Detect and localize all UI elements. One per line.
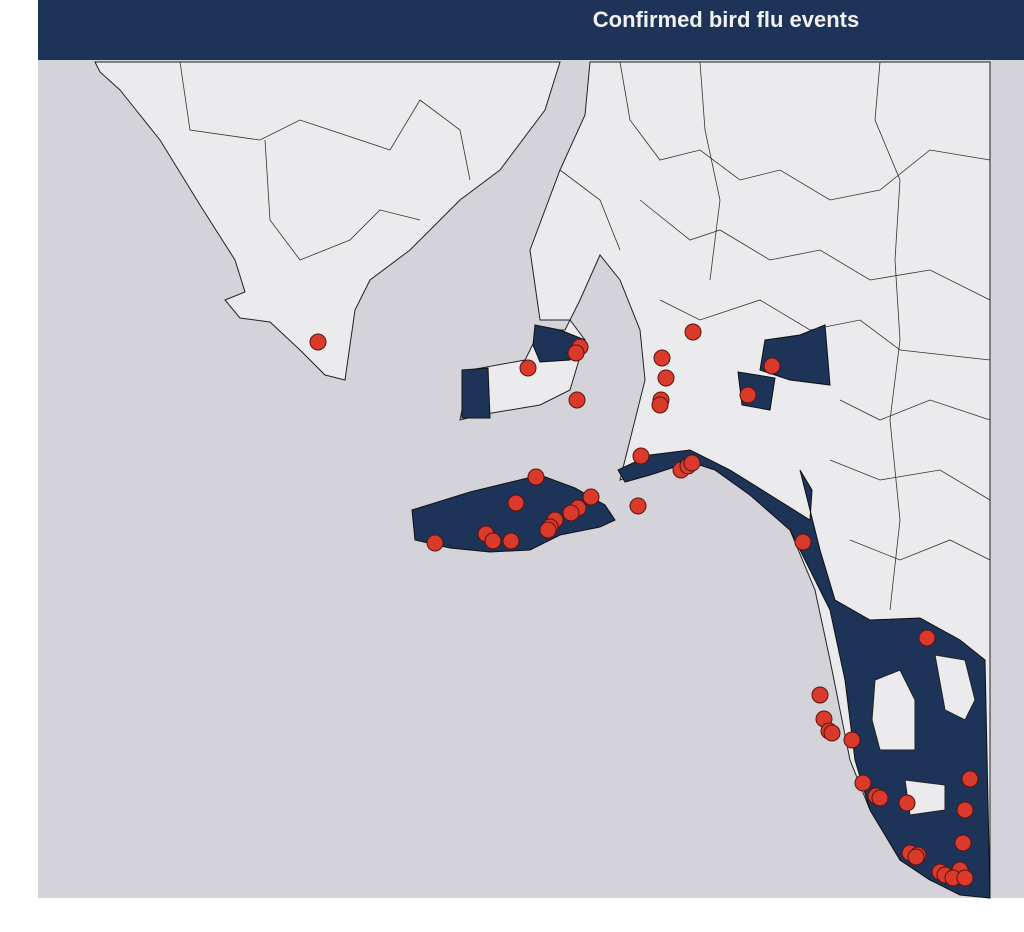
- event-marker: [502, 532, 520, 550]
- event-marker: [653, 349, 671, 367]
- region-unaffected: [871, 669, 916, 751]
- event-marker: [823, 724, 841, 742]
- event-marker: [632, 447, 650, 465]
- event-marker: [562, 504, 580, 522]
- boundary: [559, 169, 621, 251]
- event-marker: [568, 391, 586, 409]
- event-marker: [567, 344, 585, 362]
- boundary: [849, 539, 991, 561]
- event-marker: [539, 521, 557, 539]
- land-west: [94, 61, 561, 381]
- event-marker: [309, 333, 327, 351]
- event-marker: [907, 848, 925, 866]
- header-bar: [38, 0, 1024, 60]
- event-marker: [507, 494, 525, 512]
- region-affected: [617, 449, 991, 899]
- boundary: [699, 61, 721, 281]
- event-marker: [582, 488, 600, 506]
- event-marker: [651, 396, 669, 414]
- boundaries: [179, 61, 991, 611]
- boundary: [639, 199, 991, 301]
- event-marker: [954, 834, 972, 852]
- boundary: [659, 299, 991, 361]
- event-marker: [794, 533, 812, 551]
- event-marker: [527, 468, 545, 486]
- event-marker: [843, 731, 861, 749]
- event-marker: [956, 801, 974, 819]
- event-marker: [519, 359, 537, 377]
- event-marker: [657, 369, 675, 387]
- boundary: [179, 61, 471, 181]
- event-marker: [961, 770, 979, 788]
- boundary: [264, 139, 421, 261]
- boundary: [839, 399, 991, 421]
- event-marker: [918, 629, 936, 647]
- event-marker: [484, 532, 502, 550]
- event-marker: [811, 686, 829, 704]
- event-marker: [956, 869, 974, 887]
- event-marker: [684, 323, 702, 341]
- event-marker: [871, 789, 889, 807]
- event-marker: [763, 357, 781, 375]
- event-marker: [629, 497, 647, 515]
- boundary: [619, 61, 991, 201]
- header-title: Confirmed bird flu events: [593, 7, 859, 32]
- event-marker: [426, 534, 444, 552]
- region-affected: [461, 367, 491, 419]
- event-markers: [309, 323, 979, 887]
- boundary: [874, 61, 901, 611]
- event-marker: [739, 386, 757, 404]
- event-marker: [898, 794, 916, 812]
- region-unaffected: [934, 654, 976, 721]
- event-marker: [683, 454, 701, 472]
- boundary: [829, 459, 991, 501]
- event-marker: [854, 774, 872, 792]
